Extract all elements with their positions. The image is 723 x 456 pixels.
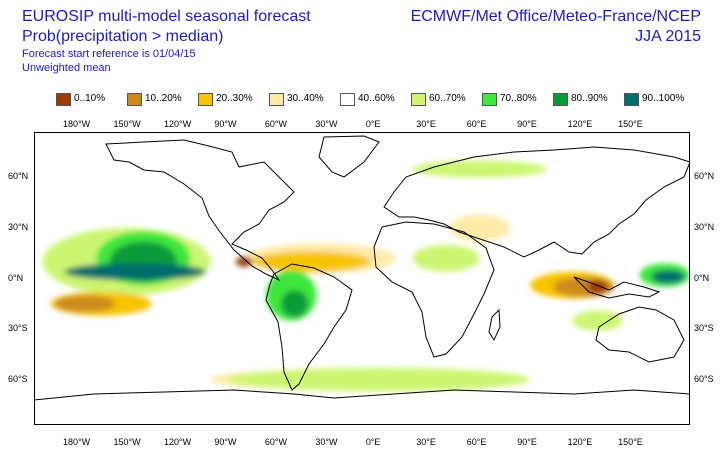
longitude-tick-label: 180°W: [63, 437, 91, 447]
longitude-tick-label: 0°E: [365, 119, 381, 129]
probability-region: [64, 263, 206, 281]
forecast-reference: Forecast start reference is 01/04/15: [22, 48, 196, 60]
mean-type: Unweighted mean: [22, 62, 111, 74]
anomaly-fields: [42, 160, 690, 392]
probability-region: [587, 280, 608, 294]
latitude-tick-label: 30°N: [694, 221, 715, 232]
legend-label: 10..20%: [145, 93, 182, 104]
longitude-tick-label: 90°W: [214, 119, 237, 129]
longitude-tick-label: 120°E: [567, 437, 593, 447]
probability-region: [227, 367, 531, 392]
probability-region: [651, 270, 685, 284]
probability-region: [281, 290, 309, 318]
australia-outline: [595, 306, 685, 363]
latitude-tick-label: 30°N: [8, 221, 29, 232]
longitude-tick-label: 180°W: [63, 119, 91, 129]
legend-swatch: [269, 93, 284, 106]
probability-region: [54, 295, 115, 313]
longitude-tick-label: 150°E: [618, 437, 643, 447]
land-outlines: [34, 135, 690, 401]
probability-region: [412, 160, 548, 178]
latitude-tick-label: 60°N: [8, 171, 29, 182]
legend-label: 90..100%: [642, 93, 685, 104]
longitude-tick-label: 0°E: [365, 437, 381, 447]
longitude-tick-label: 30°W: [315, 437, 338, 447]
longitude-tick-label: 30°W: [315, 119, 338, 129]
greenland-outline: [318, 135, 380, 178]
longitude-tick-label: 150°W: [113, 437, 141, 447]
longitude-tick-label: 120°W: [163, 437, 192, 447]
longitude-tick-label: 60°E: [466, 119, 487, 129]
madagascar-outline: [488, 308, 501, 342]
north-america-outline: [105, 139, 295, 282]
longitude-tick-label: 150°W: [113, 119, 141, 129]
latitude-tick-label: 60°S: [8, 373, 28, 384]
probability-region: [235, 256, 253, 267]
legend-label: 0..10%: [74, 93, 106, 104]
legend-label: 30..40%: [287, 93, 324, 104]
longitude-tick-label: 90°E: [517, 119, 537, 129]
south-america-outline: [265, 263, 353, 391]
longitude-tick-label: 120°W: [163, 119, 192, 129]
probability-region: [572, 310, 623, 331]
legend-label: 70..80%: [500, 93, 537, 104]
latitude-tick-label: 60°S: [694, 373, 714, 384]
longitude-tick-label: 60°E: [466, 437, 487, 447]
legend-swatch: [198, 93, 213, 106]
longitude-tick-label: 60°W: [264, 437, 287, 447]
latitude-tick-label: 0°N: [8, 272, 24, 283]
forecast-title: EUROSIP multi-model seasonal forecast: [22, 8, 311, 25]
legend-swatch: [127, 93, 142, 106]
probability-region: [252, 251, 371, 272]
longitude-tick-label: 30°E: [416, 119, 436, 129]
probability-region: [449, 214, 511, 242]
legend-label: 40..60%: [358, 93, 395, 104]
longitude-tick-label: 90°E: [517, 437, 537, 447]
legend-label: 20..30%: [216, 93, 253, 104]
antarctica-outline: [34, 389, 690, 401]
legend-swatch: [411, 93, 426, 106]
legend-swatch: [624, 93, 639, 106]
legend-swatch: [553, 93, 568, 106]
latitude-tick-label: 30°S: [694, 323, 714, 334]
legend-label: 80..90%: [571, 93, 608, 104]
europe-asia-outline: [383, 146, 690, 258]
africa-outline: [373, 221, 495, 358]
legend-swatch: [340, 93, 355, 106]
legend-swatch: [56, 93, 71, 106]
legend-label: 60..70%: [429, 93, 466, 104]
latitude-tick-label: 0°N: [694, 272, 710, 283]
latitude-tick-label: 60°N: [694, 171, 715, 182]
longitude-tick-label: 60°W: [264, 119, 287, 129]
longitude-tick-label: 30°E: [416, 437, 436, 447]
longitude-tick-label: 90°W: [214, 437, 237, 447]
longitude-tick-label: 120°E: [567, 119, 593, 129]
centres-label: ECMWF/Met Office/Meteo-France/NCEP: [410, 8, 701, 25]
probability-region: [412, 244, 480, 272]
season-label: JJA 2015: [635, 28, 701, 45]
world-map: [34, 132, 690, 425]
longitude-tick-label: 150°E: [618, 119, 643, 129]
map-frame: [34, 132, 690, 425]
latitude-tick-label: 30°S: [8, 323, 28, 334]
legend-swatch: [482, 93, 497, 106]
forecast-subtitle: Prob(precipitation > median): [22, 28, 224, 45]
indonesia-outline: [573, 276, 661, 299]
